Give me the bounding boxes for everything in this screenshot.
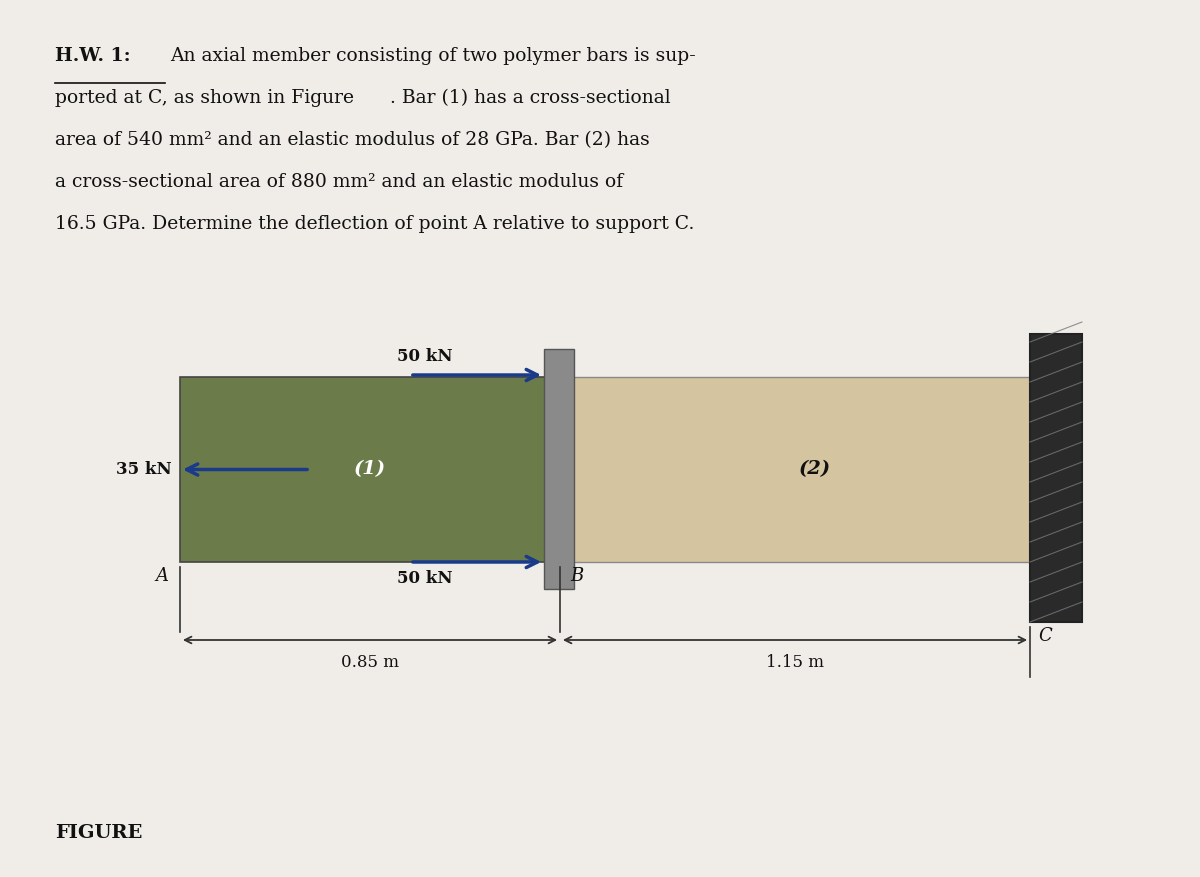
Text: FIGURE: FIGURE [55, 824, 143, 842]
Bar [180, 377, 560, 562]
Text: H.W. 1:: H.W. 1: [55, 47, 131, 65]
Text: 1.15 m: 1.15 m [766, 654, 824, 671]
Text: A: A [155, 567, 168, 585]
Text: An axial member consisting of two polymer bars is sup-: An axial member consisting of two polyme… [170, 47, 696, 65]
Text: B: B [570, 567, 583, 585]
Text: (1): (1) [354, 460, 386, 479]
Text: 35 kN: 35 kN [116, 461, 172, 478]
Text: area of 540 mm² and an elastic modulus of 28 GPa. Bar (2) has: area of 540 mm² and an elastic modulus o… [55, 131, 649, 149]
Text: a cross-sectional area of 880 mm² and an elastic modulus of: a cross-sectional area of 880 mm² and an… [55, 173, 623, 191]
Text: 50 kN: 50 kN [397, 348, 452, 365]
Text: (2): (2) [799, 460, 832, 479]
Text: C: C [1038, 627, 1051, 645]
Text: 50 kN: 50 kN [397, 570, 452, 587]
Text: 16.5 GPa. Determine the deflection of point A relative to support C.: 16.5 GPa. Determine the deflection of po… [55, 215, 695, 233]
Bar [1030, 334, 1082, 622]
Bar [560, 377, 1030, 562]
Text: 0.85 m: 0.85 m [341, 654, 398, 671]
Text: ported at C, as shown in Figure      . Bar (1) has a cross-sectional: ported at C, as shown in Figure . Bar (1… [55, 89, 671, 107]
Bar [544, 349, 574, 589]
